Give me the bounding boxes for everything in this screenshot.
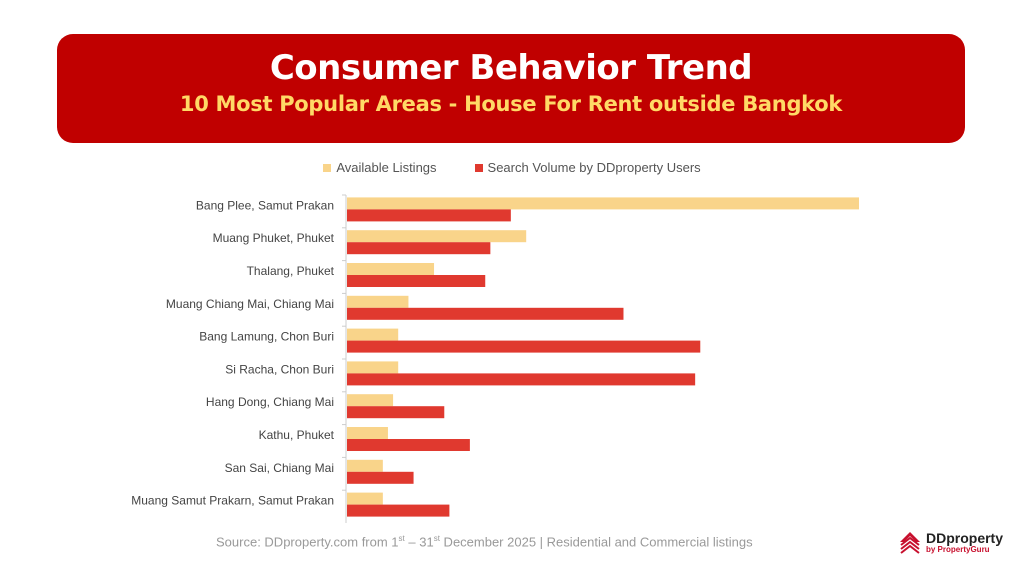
ddproperty-logo: DDproperty by PropertyGuru	[898, 530, 1003, 554]
search-volume-bar	[347, 504, 450, 517]
category-label: Si Racha, Chon Buri	[225, 362, 334, 376]
available-listings-bar	[347, 230, 527, 243]
page-title: Consumer Behavior Trend	[269, 48, 753, 88]
category-label: Muang Phuket, Phuket	[213, 231, 335, 245]
search-volume-bar	[347, 439, 470, 451]
legend-swatch	[474, 163, 483, 172]
search-volume-bar	[347, 275, 486, 287]
legend-item-search: Search Volume by DDproperty Users	[474, 160, 701, 175]
search-volume-bar	[347, 406, 445, 419]
logo-name: DDproperty	[926, 529, 1004, 546]
page-subtitle: 10 Most Popular Areas - House For Rent o…	[179, 92, 843, 116]
logo-tagline: by PropertyGuru	[926, 544, 990, 554]
legend-swatch	[323, 163, 332, 172]
search-volume-bar	[347, 373, 696, 386]
category-label: Muang Chiang Mai, Chiang Mai	[166, 297, 334, 311]
available-listings-bar	[347, 197, 859, 210]
available-listings-bar	[347, 459, 383, 472]
available-listings-bar	[347, 328, 399, 341]
category-label: Kathu, Phuket	[259, 428, 335, 442]
chart-legend: Available Listings Search Volume by DDpr…	[0, 160, 1024, 175]
legend-item-available: Available Listings	[323, 160, 437, 175]
category-label: Bang Lamung, Chon Buri	[199, 330, 334, 344]
category-label: San Sai, Chiang Mai	[225, 461, 334, 475]
available-listings-bar	[347, 263, 435, 275]
available-listings-bar	[347, 361, 399, 374]
legend-label: Search Volume by DDproperty Users	[487, 160, 701, 175]
legend-label: Available Listings	[336, 160, 437, 175]
category-label: Thalang, Phuket	[247, 264, 335, 278]
logo-icon	[900, 532, 920, 554]
available-listings-bar	[347, 295, 409, 308]
search-volume-bar	[347, 307, 624, 320]
header-banner: Consumer Behavior Trend 10 Most Popular …	[57, 34, 965, 143]
search-volume-bar	[347, 242, 491, 255]
category-label: Hang Dong, Chiang Mai	[206, 395, 334, 409]
search-volume-bar	[347, 471, 414, 484]
available-listings-bar	[347, 394, 394, 407]
search-volume-bar	[347, 209, 511, 222]
available-listings-bar	[347, 492, 383, 505]
available-listings-bar	[347, 427, 388, 439]
source-note: Source: DDproperty.com from 1st – 31st D…	[216, 534, 753, 550]
category-label: Muang Samut Prakarn, Samut Prakan	[131, 494, 334, 508]
category-label: Bang Plee, Samut Prakan	[196, 198, 334, 212]
search-volume-bar	[347, 340, 701, 353]
